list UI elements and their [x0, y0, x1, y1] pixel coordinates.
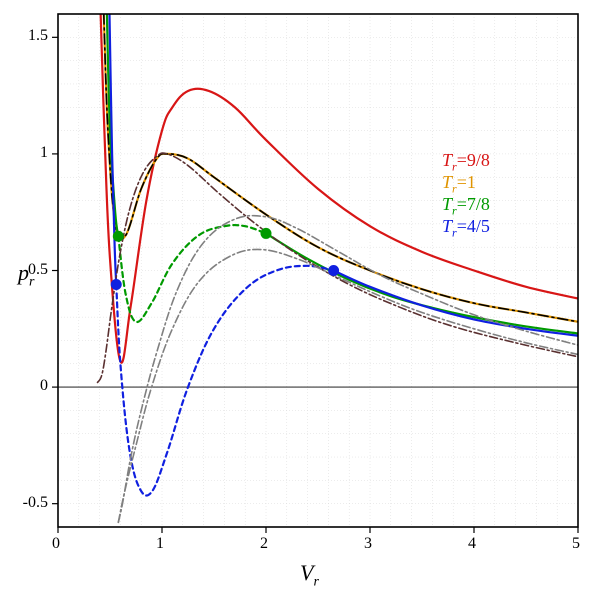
marker-Tr_7_8_dot_right: [261, 228, 271, 238]
y-tick-label: -0.5: [18, 494, 48, 512]
chart-svg: [0, 0, 590, 590]
x-tick-label: 2: [260, 535, 268, 553]
y-tick-label: 0.5: [18, 261, 48, 279]
marker-Tr_7_8_dot_left: [113, 231, 123, 241]
marker-Tr_4_5_dot_left: [111, 279, 121, 289]
vdw-isotherm-chart: p_r pr V_r Vr Tr=9/8Tr=1Tr=7/8Tr=4/5 012…: [0, 0, 590, 590]
legend-item: Tr=7/8: [442, 194, 490, 219]
legend-item: Tr=4/5: [442, 216, 490, 241]
legend-item: Tr=1: [442, 172, 476, 197]
y-tick-label: 1.5: [18, 27, 48, 45]
y-tick-label: 0: [18, 377, 48, 395]
x-tick-label: 0: [52, 535, 60, 553]
marker-Tr_4_5_dot_right: [329, 266, 339, 276]
x-axis-label: V_r Vr: [300, 560, 319, 590]
x-tick-label: 3: [364, 535, 372, 553]
x-tick-label: 1: [156, 535, 164, 553]
x-tick-label: 5: [572, 535, 580, 553]
x-tick-label: 4: [468, 535, 476, 553]
y-tick-label: 1: [18, 144, 48, 162]
legend-item: Tr=9/8: [442, 150, 490, 175]
